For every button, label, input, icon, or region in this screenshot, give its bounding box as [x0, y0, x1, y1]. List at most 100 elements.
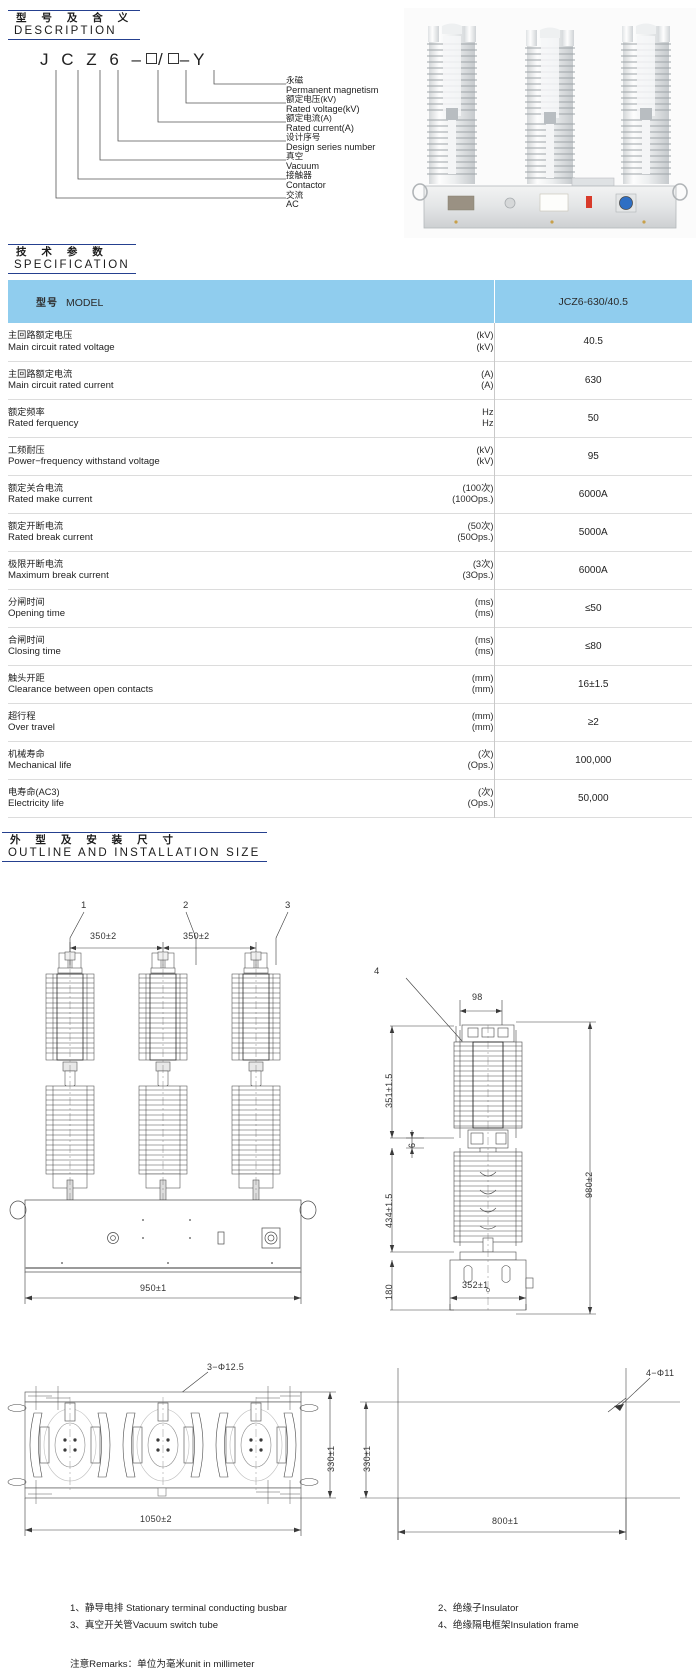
row-parameter-name: 超行程 Over travel: [8, 703, 388, 741]
model-code-separator: /: [157, 50, 167, 69]
legend-item: 接触器 Contactor: [286, 171, 400, 190]
dim-side-top-width: 98: [472, 992, 483, 1002]
dim-plate-width: 800±1: [492, 1516, 519, 1526]
row-unit-en: (ms): [474, 608, 494, 618]
row-name-en: Main circuit rated current: [8, 380, 114, 391]
row-parameter-name: 额定频率 Rated ferquency: [8, 399, 388, 437]
legend-item-en: Permanent magnetism: [286, 84, 379, 95]
row-unit: (50次) (50Ops.): [388, 513, 495, 551]
header-model-cn: 型号: [36, 297, 58, 309]
row-unit: Hz Hz: [388, 399, 495, 437]
row-unit: (A) (A): [388, 361, 495, 399]
row-unit-cn: (50次): [467, 520, 494, 531]
legend-item-en: Vacuum: [286, 160, 320, 171]
row-parameter-name: 工频耐压 Power−frequency withstand voltage: [8, 437, 388, 475]
section-heading-description: 型 号 及 含 义 DESCRIPTION: [8, 10, 141, 40]
row-name-cn: 主回路额定电压: [8, 330, 73, 341]
specification-table: 型号 MODEL JCZ6-630/40.5 主回路额定电压 Main circui…: [8, 280, 692, 818]
dim-front-width: 950±1: [140, 1283, 167, 1293]
row-name-en: Clearance between open contacts: [8, 684, 154, 695]
legend-item-cn: 接触器: [286, 170, 312, 181]
row-name-en: Opening time: [8, 608, 66, 619]
table-header-row: 型号 MODEL JCZ6-630/40.5: [8, 280, 692, 323]
row-value: 95: [587, 450, 599, 462]
row-name-cn: 分闸时间: [8, 596, 45, 607]
product-photo: [404, 8, 696, 238]
table-row: 电寿命(AC3) Electricity life (次) (Ops.) 50,000: [8, 779, 692, 817]
front-view-drawing: 1 2 3 350±2 350±2 950±1: [0, 890, 350, 1330]
row-name-cn: 额定关合电流: [8, 482, 64, 493]
row-unit-en: (A): [481, 380, 494, 390]
header-model-en: MODEL: [66, 296, 104, 309]
legend-item-en: Rated current(A): [286, 122, 354, 133]
row-unit: (mm) (mm): [388, 703, 495, 741]
row-unit: (mm) (mm): [388, 665, 495, 703]
front-view-callout-3: 3: [285, 900, 291, 911]
legend-item-cn: 交流: [286, 189, 304, 200]
row-name-cn: 机械寿命: [8, 748, 45, 759]
table-row: 触头开距 Clearance between open contacts (mm)(…: [8, 665, 692, 703]
row-parameter-name: 触头开距 Clearance between open contacts: [8, 665, 388, 703]
side-view-callout-4: 4: [374, 966, 380, 977]
row-parameter-name: 合闸时间 Closing time: [8, 627, 388, 665]
legend-item: 额定电压(kV) Rated voltage(kV): [286, 94, 400, 114]
row-name-cn: 合闸时间: [8, 634, 45, 645]
table-row: 超行程 Over travel (mm) (mm) ≥2: [8, 703, 692, 741]
row-name-en: Closing time: [8, 646, 61, 657]
notes-column-right: 2、绝缘子Insulator 4、绝缘隔电框架Insulation frame: [438, 1600, 579, 1634]
note-item-3: 3、真空开关管Vacuum switch tube: [70, 1620, 219, 1631]
row-value: ≤80: [584, 640, 602, 652]
front-view-callout-2: 2: [183, 900, 189, 911]
row-name-en: Rated break current: [8, 532, 93, 543]
table-row: 极限开断电流 Maximum break current (3次) (3Ops.) 60…: [8, 551, 692, 589]
row-unit: (100次) (100Ops.): [388, 475, 495, 513]
row-unit: (3次) (3Ops.): [388, 551, 495, 589]
dim-side-depth: 352±1: [462, 1280, 489, 1290]
row-value: 6000A: [578, 564, 608, 576]
row-name-cn: 主回路额定电流: [8, 368, 73, 379]
dim-bottom-depth: 330±1: [326, 1445, 336, 1472]
row-parameter-name: 主回路额定电压 Main circuit rated voltage: [8, 323, 388, 361]
row-name-cn: 触头开距: [8, 672, 45, 683]
dim-pole-spacing-1: 350±2: [90, 931, 117, 941]
row-parameter-name: 机械寿命 Mechanical life: [8, 741, 388, 779]
placeholder-box-current: [145, 53, 157, 64]
legend-item: 真空 Vacuum: [286, 152, 400, 171]
row-unit-en: Hz: [482, 418, 494, 428]
row-unit: (次) (Ops.): [388, 779, 495, 817]
legend-item: 永磁 Permanent magnetism: [286, 76, 400, 95]
row-value: 50,000: [577, 792, 609, 804]
row-unit-cn: (mm): [471, 672, 494, 683]
row-name-en: Maximum break current: [8, 570, 109, 581]
row-unit-cn: (kV): [476, 444, 494, 455]
dim-side-gap: 6: [407, 1142, 417, 1148]
model-code-suffix: –Y: [179, 50, 209, 69]
row-unit-cn: (ms): [474, 634, 494, 645]
legend-item-en: Design series number: [286, 141, 376, 152]
row-unit-cn: (次): [478, 748, 494, 759]
row-parameter-name: 分闸时间 Opening time: [8, 589, 388, 627]
model-code-leader-lines: [55, 70, 286, 199]
row-value: 16±1.5: [577, 678, 609, 690]
note-item-4: 4、绝缘隔电框架Insulation frame: [438, 1620, 579, 1631]
dim-plate-height: 330±1: [362, 1445, 372, 1472]
row-parameter-name: 额定关合电流 Rated make current: [8, 475, 388, 513]
row-unit-en: (50Ops.): [457, 532, 494, 542]
row-name-cn: 额定开断电流: [8, 520, 64, 531]
note-item-1: 1、静导电排 Stationary terminal conducting bu…: [70, 1603, 288, 1614]
row-unit-en: (Ops.): [467, 798, 494, 808]
row-unit-cn: (100次): [462, 482, 494, 493]
row-unit-en: (kV): [476, 456, 494, 466]
legend-item-cn: 永磁: [286, 76, 304, 85]
dim-side-base: 180: [384, 1284, 394, 1300]
row-name-en: Electricity life: [8, 798, 64, 809]
row-parameter-name: 主回路额定电流 Main circuit rated current: [8, 361, 388, 399]
row-unit: (ms) (ms): [388, 589, 495, 627]
dim-bottom-holes: 3−Φ12.5: [207, 1362, 245, 1372]
row-unit-cn: (次): [478, 786, 494, 797]
remarks-line: 注意Remarks：单位为毫米unit in millimeter: [70, 1659, 255, 1670]
legend-item-cn: 设计序号: [286, 132, 321, 143]
table-row: 额定频率 Rated ferquency Hz Hz 50: [8, 399, 692, 437]
row-parameter-name: 极限开断电流 Maximum break current: [8, 551, 388, 589]
placeholder-box-voltage: [167, 53, 179, 64]
